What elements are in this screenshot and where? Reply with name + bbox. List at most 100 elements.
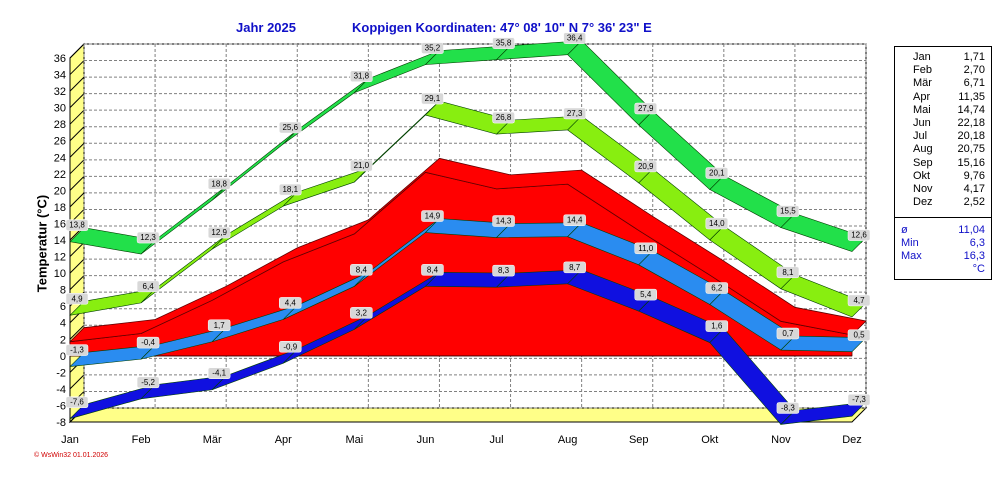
data-label-bg xyxy=(705,320,729,332)
data-label: 15,5 xyxy=(780,207,796,216)
data-label-bg xyxy=(492,215,515,227)
wall-gridline xyxy=(69,60,85,75)
monthly-mean-legend: Jan 1,71 Feb 2,70 Mär 6,71 Apr 11,35 Mai 14,74 Jun… xyxy=(894,46,992,280)
legend-month-name: Mai xyxy=(913,103,931,116)
data-label: -7,6 xyxy=(70,398,84,407)
data-label: 4,9 xyxy=(71,294,83,303)
y-tick-label: 22 xyxy=(54,169,66,181)
legend-month-name: Nov xyxy=(913,183,933,195)
legend-stat-row-1: Min 6,3 xyxy=(895,237,985,250)
wall-gridline xyxy=(69,43,85,59)
data-label-bg xyxy=(847,294,871,307)
data-label: -0,9 xyxy=(283,342,297,351)
legend-month-value: 1,71 xyxy=(963,51,985,63)
legend-month-value: 2,70 xyxy=(963,64,985,77)
legend-month-name: Jan xyxy=(913,51,931,63)
data-label-bg xyxy=(563,261,586,274)
data-label-bg xyxy=(279,341,302,353)
legend-row-1: Feb 2,70 xyxy=(895,64,985,77)
data-label: -4,1 xyxy=(212,369,226,378)
data-label-bg xyxy=(350,70,373,82)
data-label: 1,6 xyxy=(711,322,723,331)
legend-row-9: Okt 9,76 xyxy=(895,170,985,183)
data-label-bg xyxy=(705,217,729,230)
data-label: -0,4 xyxy=(141,338,155,347)
y-tick-label: 34 xyxy=(54,70,66,82)
data-label: 20,1 xyxy=(709,169,725,178)
x-tick-label: Nov xyxy=(771,434,791,446)
x-tick-label: Jun xyxy=(417,434,435,446)
floor xyxy=(68,407,868,423)
data-label: 6,2 xyxy=(711,284,723,293)
data-label-bg xyxy=(847,229,871,241)
y-tick-label: 16 xyxy=(54,218,66,230)
legend-stat-name: Max xyxy=(901,250,922,262)
x-tick-label: Aug xyxy=(558,434,578,446)
data-label: 27,9 xyxy=(638,104,654,113)
data-label: 8,1 xyxy=(782,268,794,277)
data-label-bg xyxy=(634,102,657,115)
legend-row-6: Jul 20,18 xyxy=(895,130,985,143)
legend-month-value: 9,76 xyxy=(963,169,985,182)
legend-month-name: Okt xyxy=(913,169,931,182)
mean-max-ribbon xyxy=(69,100,867,318)
data-labels-series-1: 4,9 6,4 12,9 18,1 21,0 29,1 26,8 27,3 20,9 14,0 8,… xyxy=(65,92,871,307)
legend-stat-name: Min xyxy=(901,237,919,249)
data-label: 1,7 xyxy=(214,321,226,330)
y-tick-label: 18 xyxy=(54,202,66,214)
legend-stat-row-2: Max 16,3 xyxy=(895,250,985,263)
data-label: 25,6 xyxy=(282,123,298,132)
data-label: -1,3 xyxy=(70,346,84,355)
data-label-bg xyxy=(421,264,444,276)
y-tick-label: 30 xyxy=(54,103,66,115)
y-tick-label: -2 xyxy=(56,367,66,379)
legend-unit-text: °C xyxy=(972,263,985,275)
data-label-bg xyxy=(207,226,231,239)
data-label: 35,2 xyxy=(425,44,441,53)
data-label: 8,7 xyxy=(569,263,581,272)
data-label: 0,7 xyxy=(782,329,794,338)
data-label-bg xyxy=(492,111,515,124)
y-tick-label: 6 xyxy=(60,301,66,313)
legend-month-name: Mär xyxy=(913,77,932,90)
data-label-bg xyxy=(207,178,231,190)
legend-month-name: Sep xyxy=(913,156,933,169)
data-label-bg xyxy=(65,396,89,408)
data-label: 6,4 xyxy=(143,282,155,291)
wall-gridline xyxy=(69,76,85,92)
legend-month-name: Dez xyxy=(913,196,933,209)
data-label-bg xyxy=(634,242,657,255)
legend-row-8: Sep 15,16 xyxy=(895,157,985,170)
data-label-bg xyxy=(705,282,729,294)
data-label: 14,4 xyxy=(567,216,583,225)
legend-stat-value: 16,3 xyxy=(963,250,985,262)
y-tick-label: 26 xyxy=(54,136,66,148)
legend-stat-value: 11,04 xyxy=(958,224,985,236)
y-tick-label: -6 xyxy=(56,400,66,412)
data-label: 18,1 xyxy=(282,185,298,194)
y-tick-label: 10 xyxy=(54,268,66,280)
data-label-bg xyxy=(776,327,800,340)
y-tick-label: 28 xyxy=(54,119,66,131)
data-label-bg xyxy=(421,210,444,222)
data-label: 4,4 xyxy=(285,298,297,307)
legend-row-5: Jun 22,18 xyxy=(895,117,985,130)
data-label: 27,3 xyxy=(567,109,583,118)
data-label: 21,0 xyxy=(354,161,370,170)
legend-separator xyxy=(895,217,991,218)
data-label: 4,7 xyxy=(853,296,865,305)
wall-gridline xyxy=(69,192,85,208)
y-tick-label: -8 xyxy=(56,417,66,429)
software-credit: © WsWin32 01.01.2026 xyxy=(34,452,109,459)
data-label-bg xyxy=(350,307,373,319)
chart-title-year: Jahr 2025 xyxy=(236,20,296,35)
data-label: -7,3 xyxy=(852,395,866,404)
data-label-bg xyxy=(563,214,586,226)
wall-gridline xyxy=(69,374,85,390)
data-label: 12,9 xyxy=(211,228,227,237)
y-tick-label: 12 xyxy=(54,252,66,264)
y-axis-label: Temperatur (°C) xyxy=(34,194,50,293)
data-label: 20,9 xyxy=(638,162,654,171)
x-tick-label: Apr xyxy=(275,434,292,446)
y-tick-label: 14 xyxy=(54,235,66,247)
